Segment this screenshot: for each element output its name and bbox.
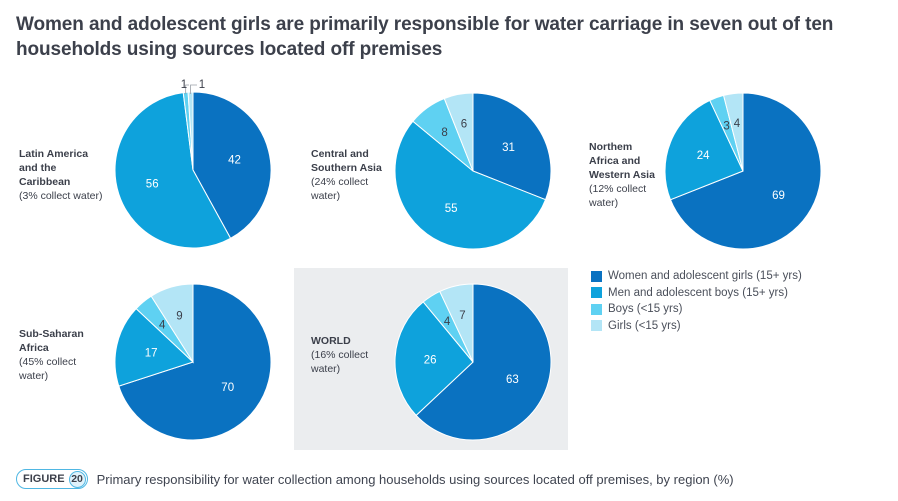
region-name-line: Central and xyxy=(311,148,369,160)
pie-label-women: 42 xyxy=(228,154,241,166)
pie-slice-men xyxy=(114,307,194,387)
region-name-line: Southern Asia xyxy=(311,162,382,174)
region-name-line: Latin America xyxy=(19,148,89,160)
leader-line xyxy=(185,84,189,94)
pie-slice-women xyxy=(192,91,272,240)
legend-label: Men and adolescent boys (15+ yrs) xyxy=(608,286,788,299)
pie-label-boys: 1 xyxy=(181,79,187,91)
pie-label-women: 70 xyxy=(221,382,234,394)
chart-title: Women and adolescent girls are primarily… xyxy=(16,14,834,60)
legend-item-women: Women and adolescent girls (15+ yrs) xyxy=(591,268,802,285)
figure-number: 20 xyxy=(68,470,86,488)
pie-slice-women xyxy=(669,92,822,250)
pie-label-women: 31 xyxy=(502,142,515,154)
legend-swatch xyxy=(591,320,602,332)
pie-label-boys: 8 xyxy=(441,127,447,139)
pie-label-men: 17 xyxy=(145,348,158,360)
region-name-line: and the xyxy=(19,162,57,174)
pie-slice-girls xyxy=(443,92,474,172)
region-name-line: Western Asia xyxy=(589,169,655,181)
pie-sub-saharan-africa: 70 17 49 xyxy=(114,283,272,441)
pie-label-girls: 7 xyxy=(459,310,465,322)
figure-caption: FIGURE 20 Primary responsibility for wat… xyxy=(16,469,734,489)
region-note: water) xyxy=(589,197,619,209)
region-note: (16% collect xyxy=(311,349,369,361)
region-note: (12% collect xyxy=(589,183,647,195)
region-label-latin-america: Latin America and the Caribbean (3% coll… xyxy=(19,147,102,203)
pie-label-girls: 1 xyxy=(199,79,205,91)
region-note: water) xyxy=(19,370,49,382)
pie-label-men: 24 xyxy=(697,150,710,162)
pie-slice-men xyxy=(114,92,232,249)
pie-northern-africa-western-asia: 69 24 3 4 xyxy=(664,92,822,250)
legend-label: Boys (<15 yrs) xyxy=(608,303,683,316)
region-name-line: Caribbean xyxy=(19,176,71,188)
caption-text: Primary responsibility for water collect… xyxy=(96,471,734,487)
pie-label-women: 69 xyxy=(772,190,785,202)
region-name-line: Africa and xyxy=(589,155,641,167)
pie-label-men: 56 xyxy=(146,178,159,190)
region-note: (24% collect xyxy=(311,176,369,188)
pie-label-girls: 9 xyxy=(176,311,182,323)
pie-label-girls: 6 xyxy=(461,118,467,130)
pie-central-southern-asia: 31 55 8 6 xyxy=(394,92,552,250)
legend-swatch xyxy=(591,287,602,299)
legend-swatch xyxy=(591,303,602,315)
legend-item-boys: Boys (<15 yrs) xyxy=(591,301,802,318)
region-label-northern-africa-western-asia: Northem Africa and Western Asia (12% col… xyxy=(589,140,655,210)
pie-slice-women xyxy=(472,92,552,201)
region-name-line: Sub-Saharan xyxy=(19,328,84,340)
pie-slice-girls xyxy=(439,283,474,363)
pie-label-boys: 4 xyxy=(444,316,451,328)
pie-label-girls: 4 xyxy=(734,118,741,130)
pie-slice-men xyxy=(394,301,474,417)
pie-label-boys: 4 xyxy=(159,320,166,332)
figure-word: FIGURE xyxy=(23,473,65,485)
legend: Women and adolescent girls (15+ yrs) Men… xyxy=(591,268,802,334)
pie-slice-men xyxy=(394,120,547,250)
pie-label-men: 55 xyxy=(445,203,458,215)
pie-label-men: 26 xyxy=(424,354,437,366)
figure-badge: FIGURE 20 xyxy=(16,469,88,489)
pie-slice-girls xyxy=(722,92,744,172)
pie-slice-women xyxy=(415,283,552,441)
leader-line xyxy=(190,84,197,94)
pie-slice-men xyxy=(664,99,744,201)
pie-world: 63 26 47 xyxy=(394,283,552,441)
pie-label-boys: 3 xyxy=(723,120,729,132)
legend-label: Girls (<15 yrs) xyxy=(608,319,681,332)
pie-latin-america: 42 56 1 1 xyxy=(114,79,272,249)
pie-slice-girls xyxy=(150,283,194,364)
legend-label: Women and adolescent girls (15+ yrs) xyxy=(608,270,802,283)
pie-slice-women xyxy=(118,283,272,441)
region-note: (45% collect xyxy=(19,356,77,368)
region-name-line: WORLD xyxy=(311,335,351,347)
region-note: water) xyxy=(311,190,341,202)
region-note: water) xyxy=(311,363,341,375)
region-label-central-southern-asia: Central and Southern Asia (24% collect w… xyxy=(311,147,382,203)
region-name-line: Africa xyxy=(19,342,49,354)
region-label-sub-saharan-africa: Sub-Saharan Africa (45% collect water) xyxy=(19,327,84,383)
region-label-world: WORLD (16% collect water) xyxy=(311,334,368,376)
region-note: (3% collect water) xyxy=(19,190,103,202)
pie-label-women: 63 xyxy=(506,374,519,386)
legend-item-men: Men and adolescent boys (15+ yrs) xyxy=(591,285,802,302)
region-name-line: Northem xyxy=(589,141,633,153)
legend-item-girls: Girls (<15 yrs) xyxy=(591,318,802,335)
legend-swatch xyxy=(591,270,602,282)
